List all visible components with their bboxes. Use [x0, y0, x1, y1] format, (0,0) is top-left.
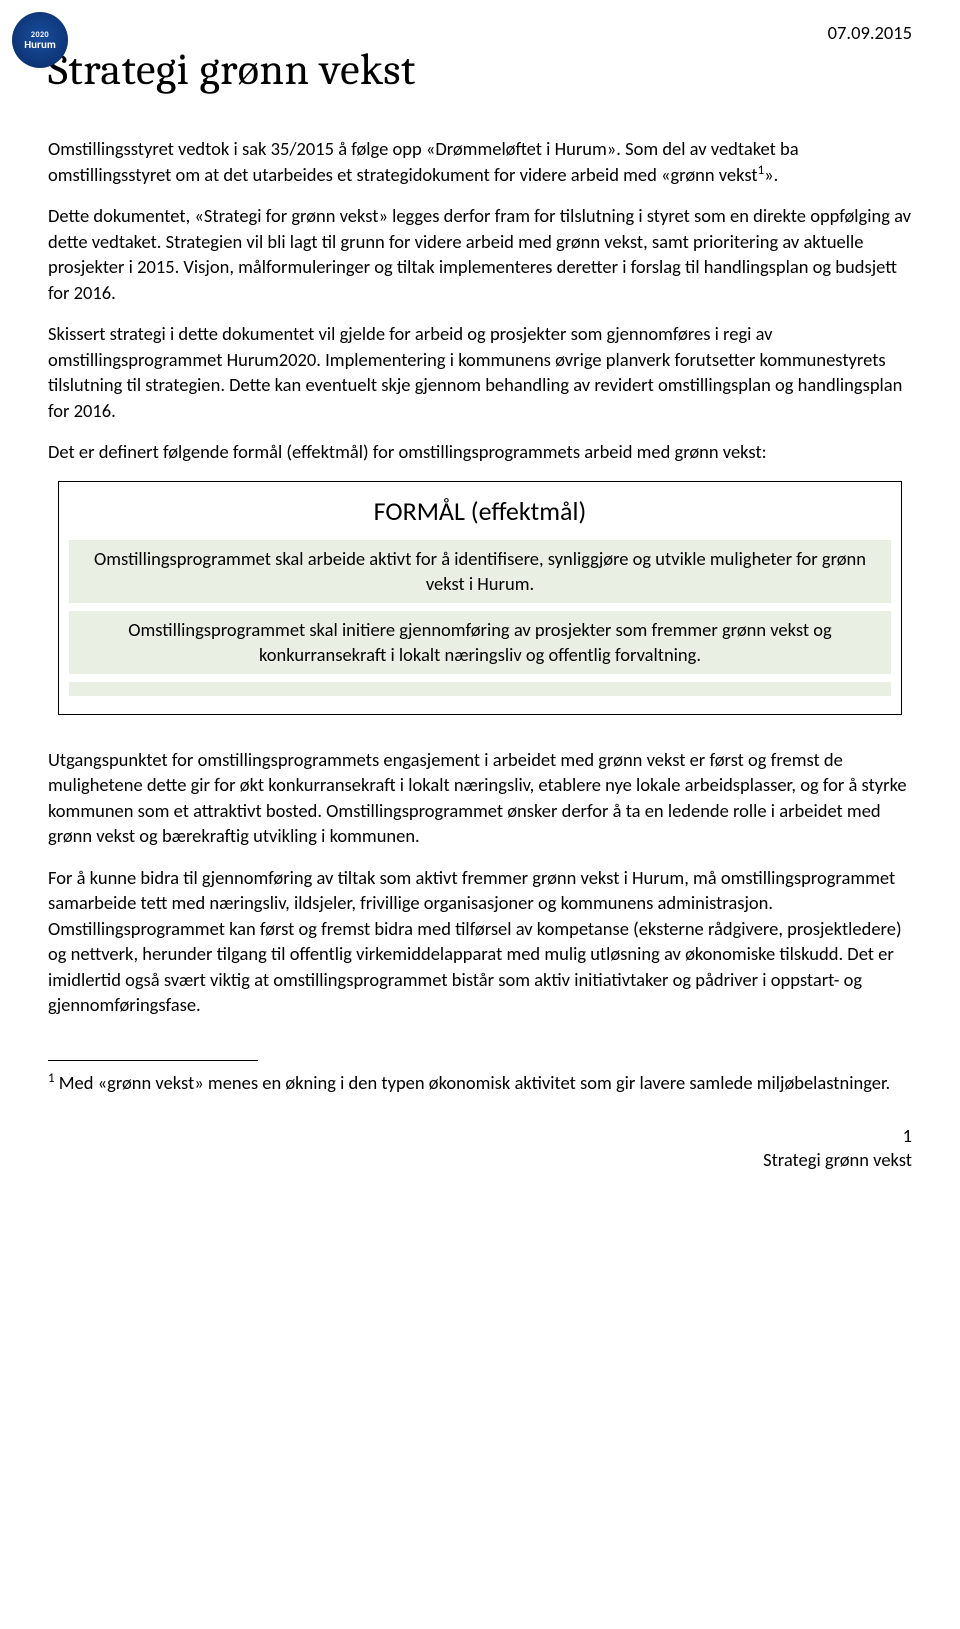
- paragraph-1: Omstillingsstyret vedtok i sak 35/2015 å…: [48, 136, 912, 187]
- paragraph-1-text: Omstillingsstyret vedtok i sak 35/2015 å…: [48, 137, 799, 186]
- footer-doc-name: Strategi grønn vekst: [48, 1148, 912, 1172]
- hurum-2020-logo: 2020 Hurum: [12, 12, 68, 68]
- formal-band-empty: [69, 682, 891, 696]
- footnote-1: 1 Med «grønn vekst» menes en økning i de…: [48, 1071, 912, 1096]
- paragraph-3: Skissert strategi i dette dokumentet vil…: [48, 321, 912, 423]
- page-number: 1: [48, 1124, 912, 1148]
- formal-heading: FORMÅL (effektmål): [59, 494, 901, 530]
- paragraph-2: Dette dokumentet, «Strategi for grønn ve…: [48, 203, 912, 305]
- paragraph-5: Utgangspunktet for omstillingsprogrammet…: [48, 747, 912, 849]
- document-title: Strategi grønn vekst: [48, 40, 912, 101]
- footnote-separator: [48, 1060, 258, 1061]
- paragraph-4: Det er definert følgende formål (effektm…: [48, 439, 912, 465]
- paragraph-6: For å kunne bidra til gjennomføring av t…: [48, 865, 912, 1018]
- formal-band-1: Omstillingsprogrammet skal arbeide aktiv…: [69, 540, 891, 603]
- paragraph-1-tail: ».: [764, 163, 778, 186]
- logo-name: Hurum: [24, 39, 56, 50]
- footnote-text: Med «grønn vekst» menes en økning i den …: [55, 1071, 891, 1094]
- formal-band-2: Omstillingsprogrammet skal initiere gjen…: [69, 611, 891, 674]
- formal-box: FORMÅL (effektmål) Omstillingsprogrammet…: [58, 481, 902, 715]
- page-footer: 1 Strategi grønn vekst: [48, 1124, 912, 1172]
